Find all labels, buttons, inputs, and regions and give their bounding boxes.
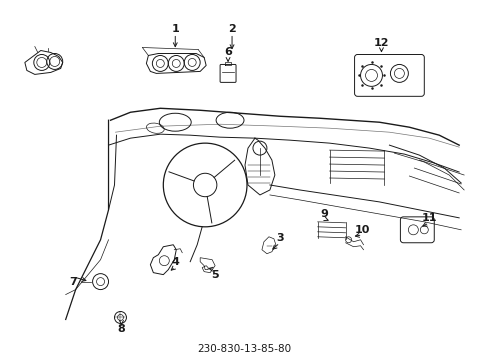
Text: 5: 5: [211, 270, 219, 280]
Text: 4: 4: [171, 257, 179, 267]
Text: 2: 2: [228, 24, 235, 33]
Text: 12: 12: [373, 37, 388, 48]
Text: 7: 7: [69, 276, 77, 287]
Text: 230-830-13-85-80: 230-830-13-85-80: [197, 345, 290, 354]
Text: 11: 11: [421, 213, 436, 223]
Text: 3: 3: [276, 233, 283, 243]
Text: 6: 6: [224, 48, 231, 58]
Text: 8: 8: [117, 324, 125, 334]
Text: 10: 10: [354, 225, 369, 235]
Text: 1: 1: [171, 24, 179, 33]
Text: 9: 9: [320, 209, 328, 219]
